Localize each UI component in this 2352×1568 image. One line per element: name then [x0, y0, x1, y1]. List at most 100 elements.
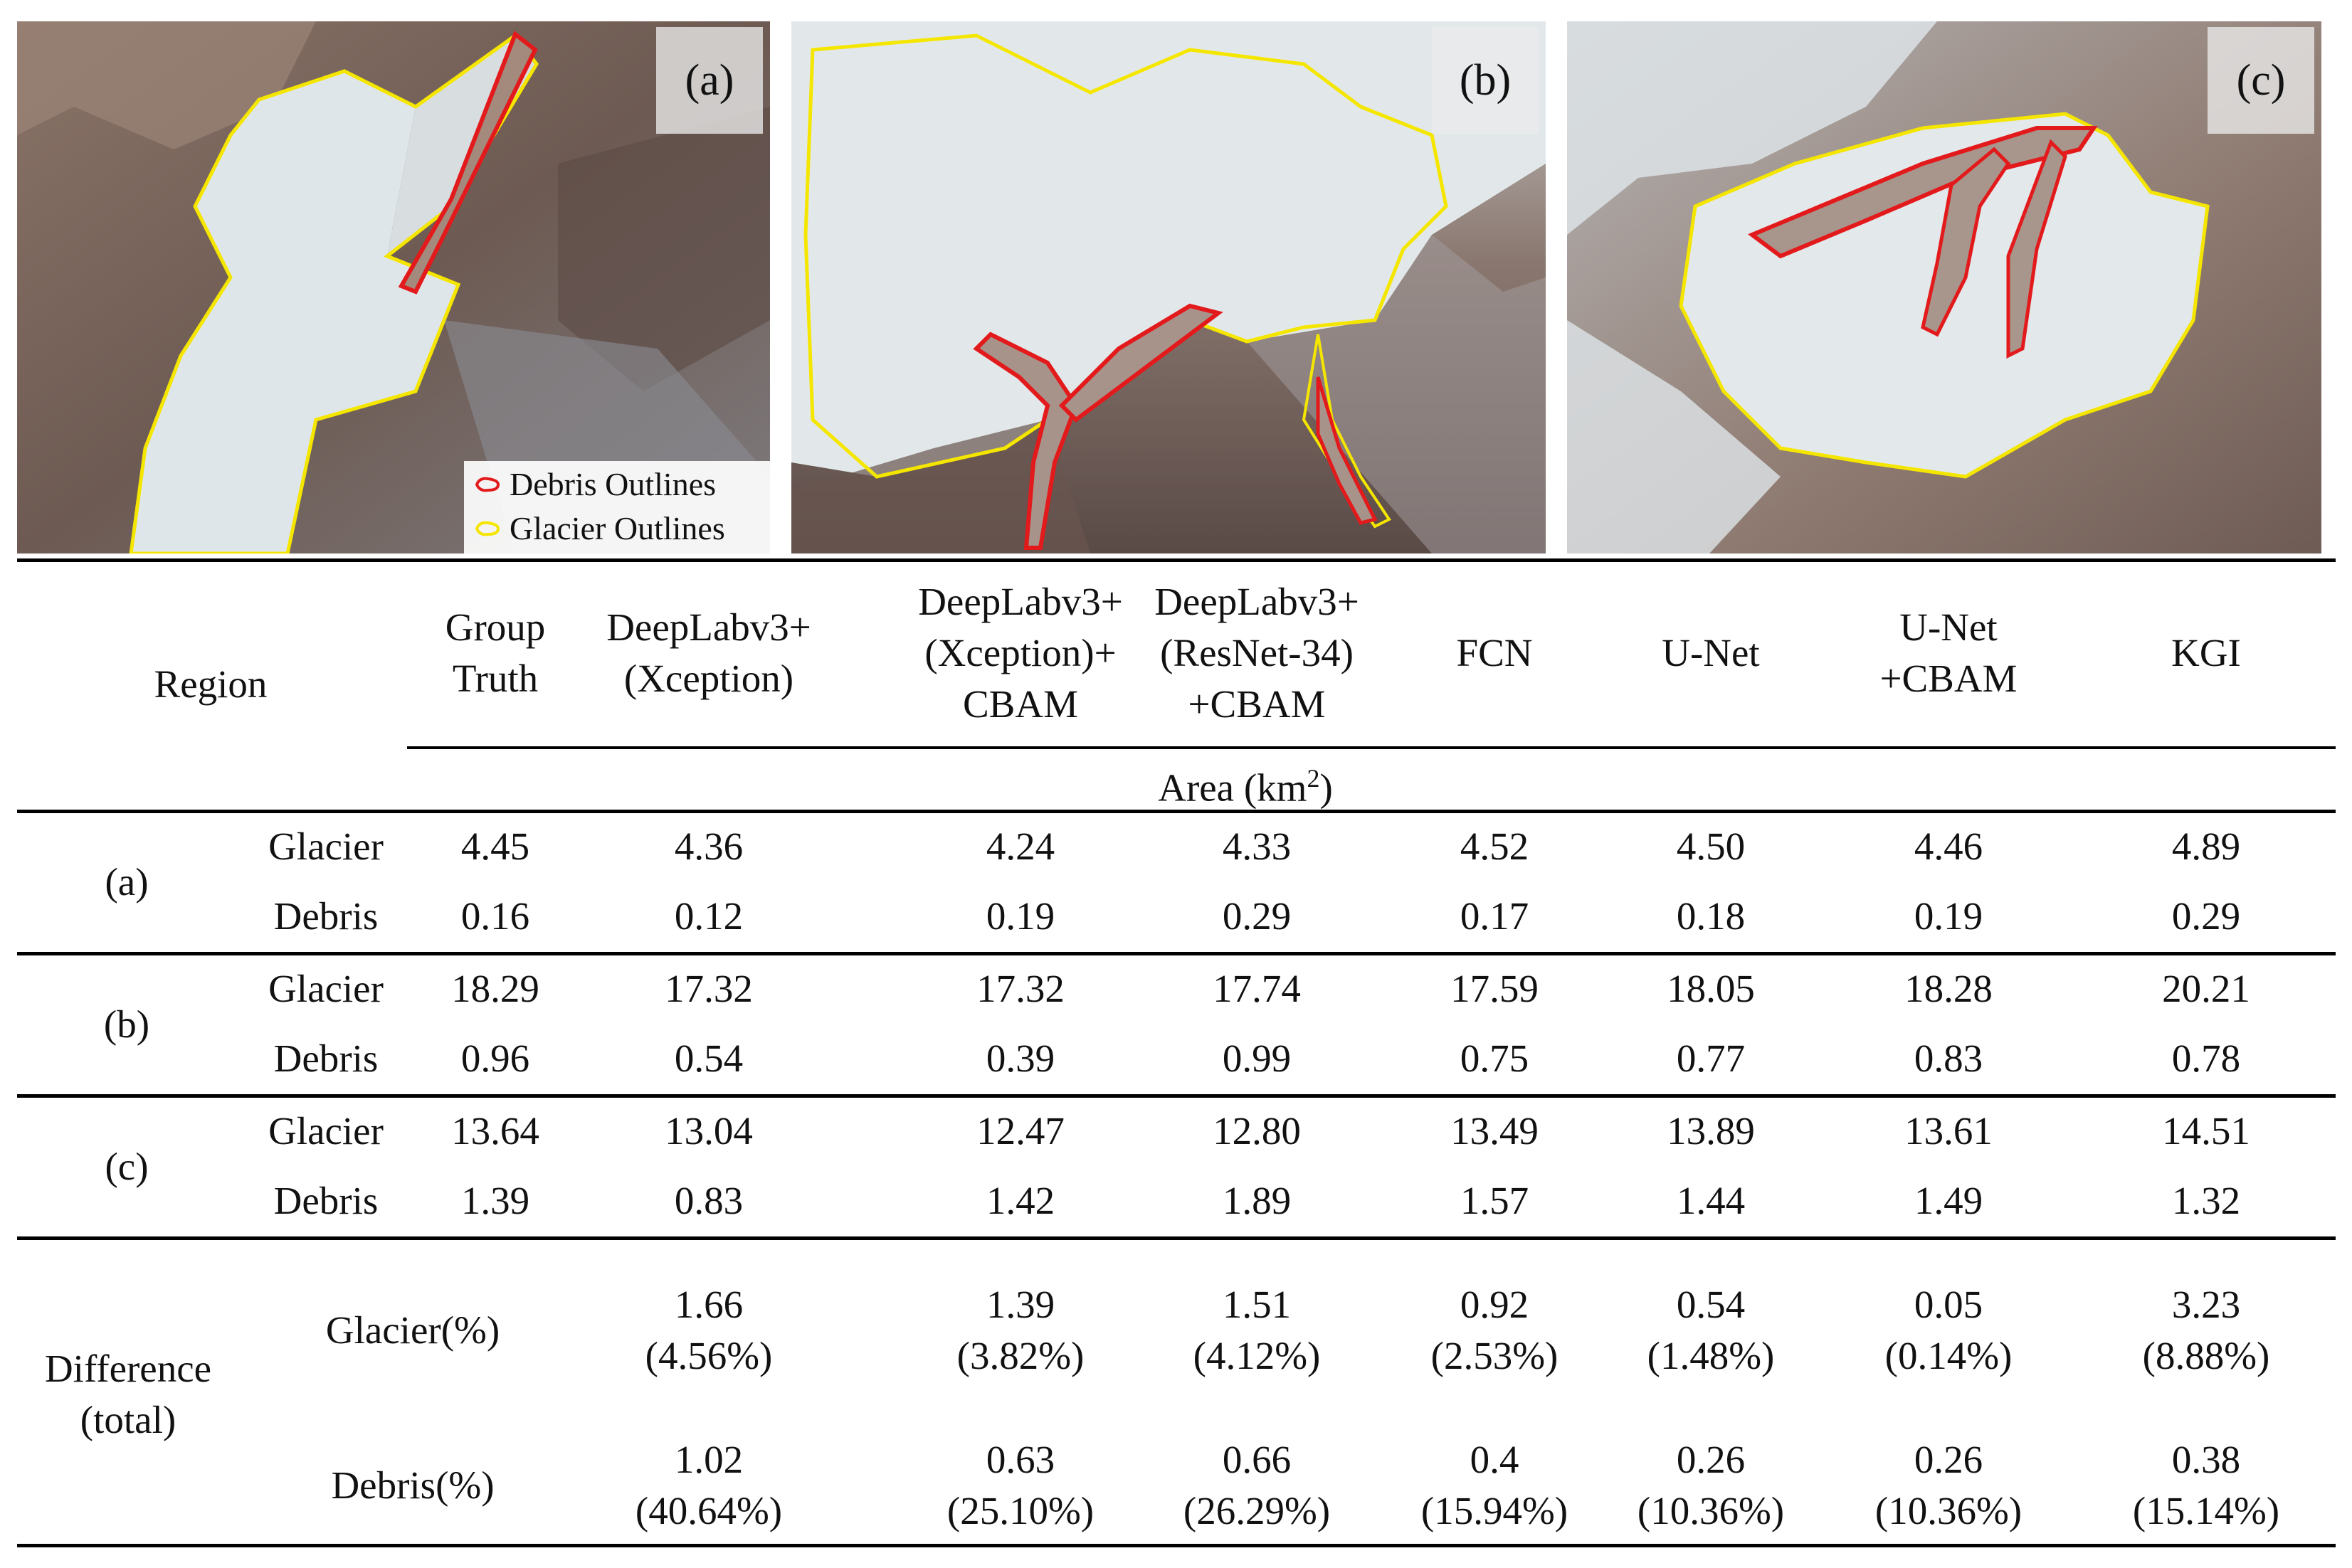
table-cell: 0.83: [674, 1179, 744, 1222]
diff-cell: 0.26 (10.36%): [1835, 1434, 2062, 1537]
table-cell: 13.64: [451, 1109, 539, 1153]
column-header-7-line-2: +CBAM: [1879, 657, 2018, 700]
diff-cell-line-1: 0.26: [1676, 1438, 1746, 1481]
column-header-1-line-1: Group: [445, 605, 546, 649]
diff-cell: 0.54 (1.48%): [1597, 1279, 1825, 1382]
column-header-4-line-1: DeepLabv3+: [1154, 580, 1359, 623]
diff-cell-line-1: 0.66: [1222, 1438, 1292, 1481]
table-cell: 18.28: [1904, 967, 1993, 1010]
diff-type-debris: Debris(%): [331, 1463, 495, 1507]
table-cell: 4.50: [1676, 825, 1746, 868]
column-header-7: U-Net +CBAM: [1828, 602, 2069, 704]
diff-cell: 1.66 (4.56%): [595, 1279, 823, 1382]
table-cell: 14.51: [2162, 1109, 2250, 1153]
table-cell: 1.32: [2171, 1179, 2241, 1222]
column-header-1-line-2: Truth: [452, 657, 539, 700]
table-cell: 0.77: [1676, 1037, 1746, 1080]
region-a-rule: [17, 952, 2336, 955]
table-top-rule: [17, 558, 2336, 562]
legend-glacier-label: Glacier Outlines: [510, 510, 725, 546]
diff-cell-line-1: 0.38: [2171, 1438, 2241, 1481]
table-cell: 4.45: [460, 825, 530, 868]
table-cell: 0.16: [460, 894, 530, 938]
satellite-panel-c: (c): [1567, 21, 2321, 553]
table-cell: 4.33: [1222, 825, 1292, 868]
table-cell: 4.36: [674, 825, 744, 868]
diff-cell: 0.26 (10.36%): [1597, 1434, 1825, 1537]
diff-cell-line-2: (2.53%): [1430, 1334, 1559, 1377]
table-cell: 1.89: [1222, 1179, 1292, 1222]
column-header-2: DeepLabv3+ (Xception): [588, 602, 830, 704]
table-cell: 13.61: [1904, 1109, 1993, 1153]
region-label-a: (a): [105, 860, 149, 904]
diff-cell: 1.51 (4.12%): [1143, 1279, 1371, 1382]
diff-cell-line-1: 0.4: [1470, 1438, 1519, 1481]
table-cell: 0.83: [1914, 1037, 1983, 1080]
region-header: Region: [154, 662, 268, 706]
table-bottom-rule: [17, 1544, 2336, 1547]
table-cell: 0.29: [2171, 894, 2241, 938]
column-header-8-line-1: KGI: [2171, 631, 2241, 674]
table-cell: 1.39: [460, 1179, 530, 1222]
panel-label-a: (a): [656, 27, 763, 134]
diff-cell-line-2: (0.14%): [1884, 1334, 2013, 1377]
diff-cell-line-1: 3.23: [2171, 1283, 2241, 1326]
table-cell: 13.04: [665, 1109, 753, 1153]
header-rule: [407, 746, 2336, 749]
diff-cell-line-2: (15.14%): [2132, 1489, 2280, 1532]
column-header-4-line-2: (ResNet-34): [1160, 631, 1354, 674]
table-cell: 12.80: [1213, 1109, 1301, 1153]
column-header-8: KGI: [2085, 627, 2327, 679]
legend-glacier: Glacier Outlines: [474, 509, 725, 547]
diff-cell-line-2: (3.82%): [956, 1334, 1085, 1377]
table-cell: 0.18: [1676, 894, 1746, 938]
satellite-panel-b: (b): [791, 21, 1546, 553]
table-cell: 0.54: [674, 1037, 744, 1080]
row-type-debris: Debris: [273, 894, 379, 938]
column-header-2-line-2: (Xception): [623, 657, 794, 700]
legend-debris-label: Debris Outlines: [510, 466, 717, 502]
diff-cell-line-1: 0.54: [1676, 1283, 1746, 1326]
region-label-c: (c): [105, 1145, 149, 1188]
glacier-image-c: [1567, 21, 2321, 553]
table-cell: 17.32: [665, 967, 753, 1010]
table-cell: 12.47: [976, 1109, 1065, 1153]
region-b-rule: [17, 1094, 2336, 1098]
table-cell: 17.59: [1450, 967, 1539, 1010]
diff-cell-line-2: (10.36%): [1874, 1489, 2023, 1532]
area-unit-label: Area (km2): [1158, 764, 1333, 810]
row-type-glacier: Glacier: [268, 1109, 384, 1153]
glacier-image-b: [791, 21, 1546, 553]
diff-cell: 0.4 (15.94%): [1381, 1434, 1608, 1537]
table-cell: 0.78: [2171, 1037, 2241, 1080]
column-header-3-line-2: (Xception)+: [924, 631, 1117, 674]
panel-label-b: (b): [1432, 27, 1539, 134]
table-cell: 0.19: [1914, 894, 1983, 938]
column-header-1: Group Truth: [374, 602, 616, 704]
table-cell: 0.12: [674, 894, 744, 938]
diff-cell-line-2: (10.36%): [1637, 1489, 1785, 1532]
diff-cell-line-1: 1.66: [674, 1283, 744, 1326]
diff-cell-line-2: (4.12%): [1193, 1334, 1321, 1377]
table-cell: 17.32: [976, 967, 1065, 1010]
difference-label-line-1: Difference: [44, 1347, 212, 1390]
table-cell: 18.05: [1667, 967, 1755, 1010]
column-header-2-line-1: DeepLabv3+: [606, 605, 811, 649]
row-type-debris: Debris: [273, 1179, 379, 1222]
column-header-3-line-3: CBAM: [963, 682, 1078, 726]
diff-cell-line-1: 0.26: [1914, 1438, 1983, 1481]
column-header-7-line-1: U-Net: [1899, 605, 1998, 649]
diff-cell-line-2: (15.94%): [1420, 1489, 1568, 1532]
region-c-rule: [17, 1236, 2336, 1240]
table-cell: 13.89: [1667, 1109, 1755, 1153]
column-header-6-line-1: U-Net: [1662, 631, 1760, 674]
table-cell: 1.44: [1676, 1179, 1746, 1222]
diff-cell-line-2: (1.48%): [1647, 1334, 1775, 1377]
region-label-b: (b): [103, 1002, 150, 1046]
table-cell: 18.29: [451, 967, 539, 1010]
body-top-rule: [17, 810, 2336, 813]
table-cell: 0.17: [1460, 894, 1529, 938]
table-cell: 17.74: [1213, 967, 1301, 1010]
diff-cell: 1.39 (3.82%): [907, 1279, 1134, 1382]
table-cell: 0.96: [460, 1037, 530, 1080]
